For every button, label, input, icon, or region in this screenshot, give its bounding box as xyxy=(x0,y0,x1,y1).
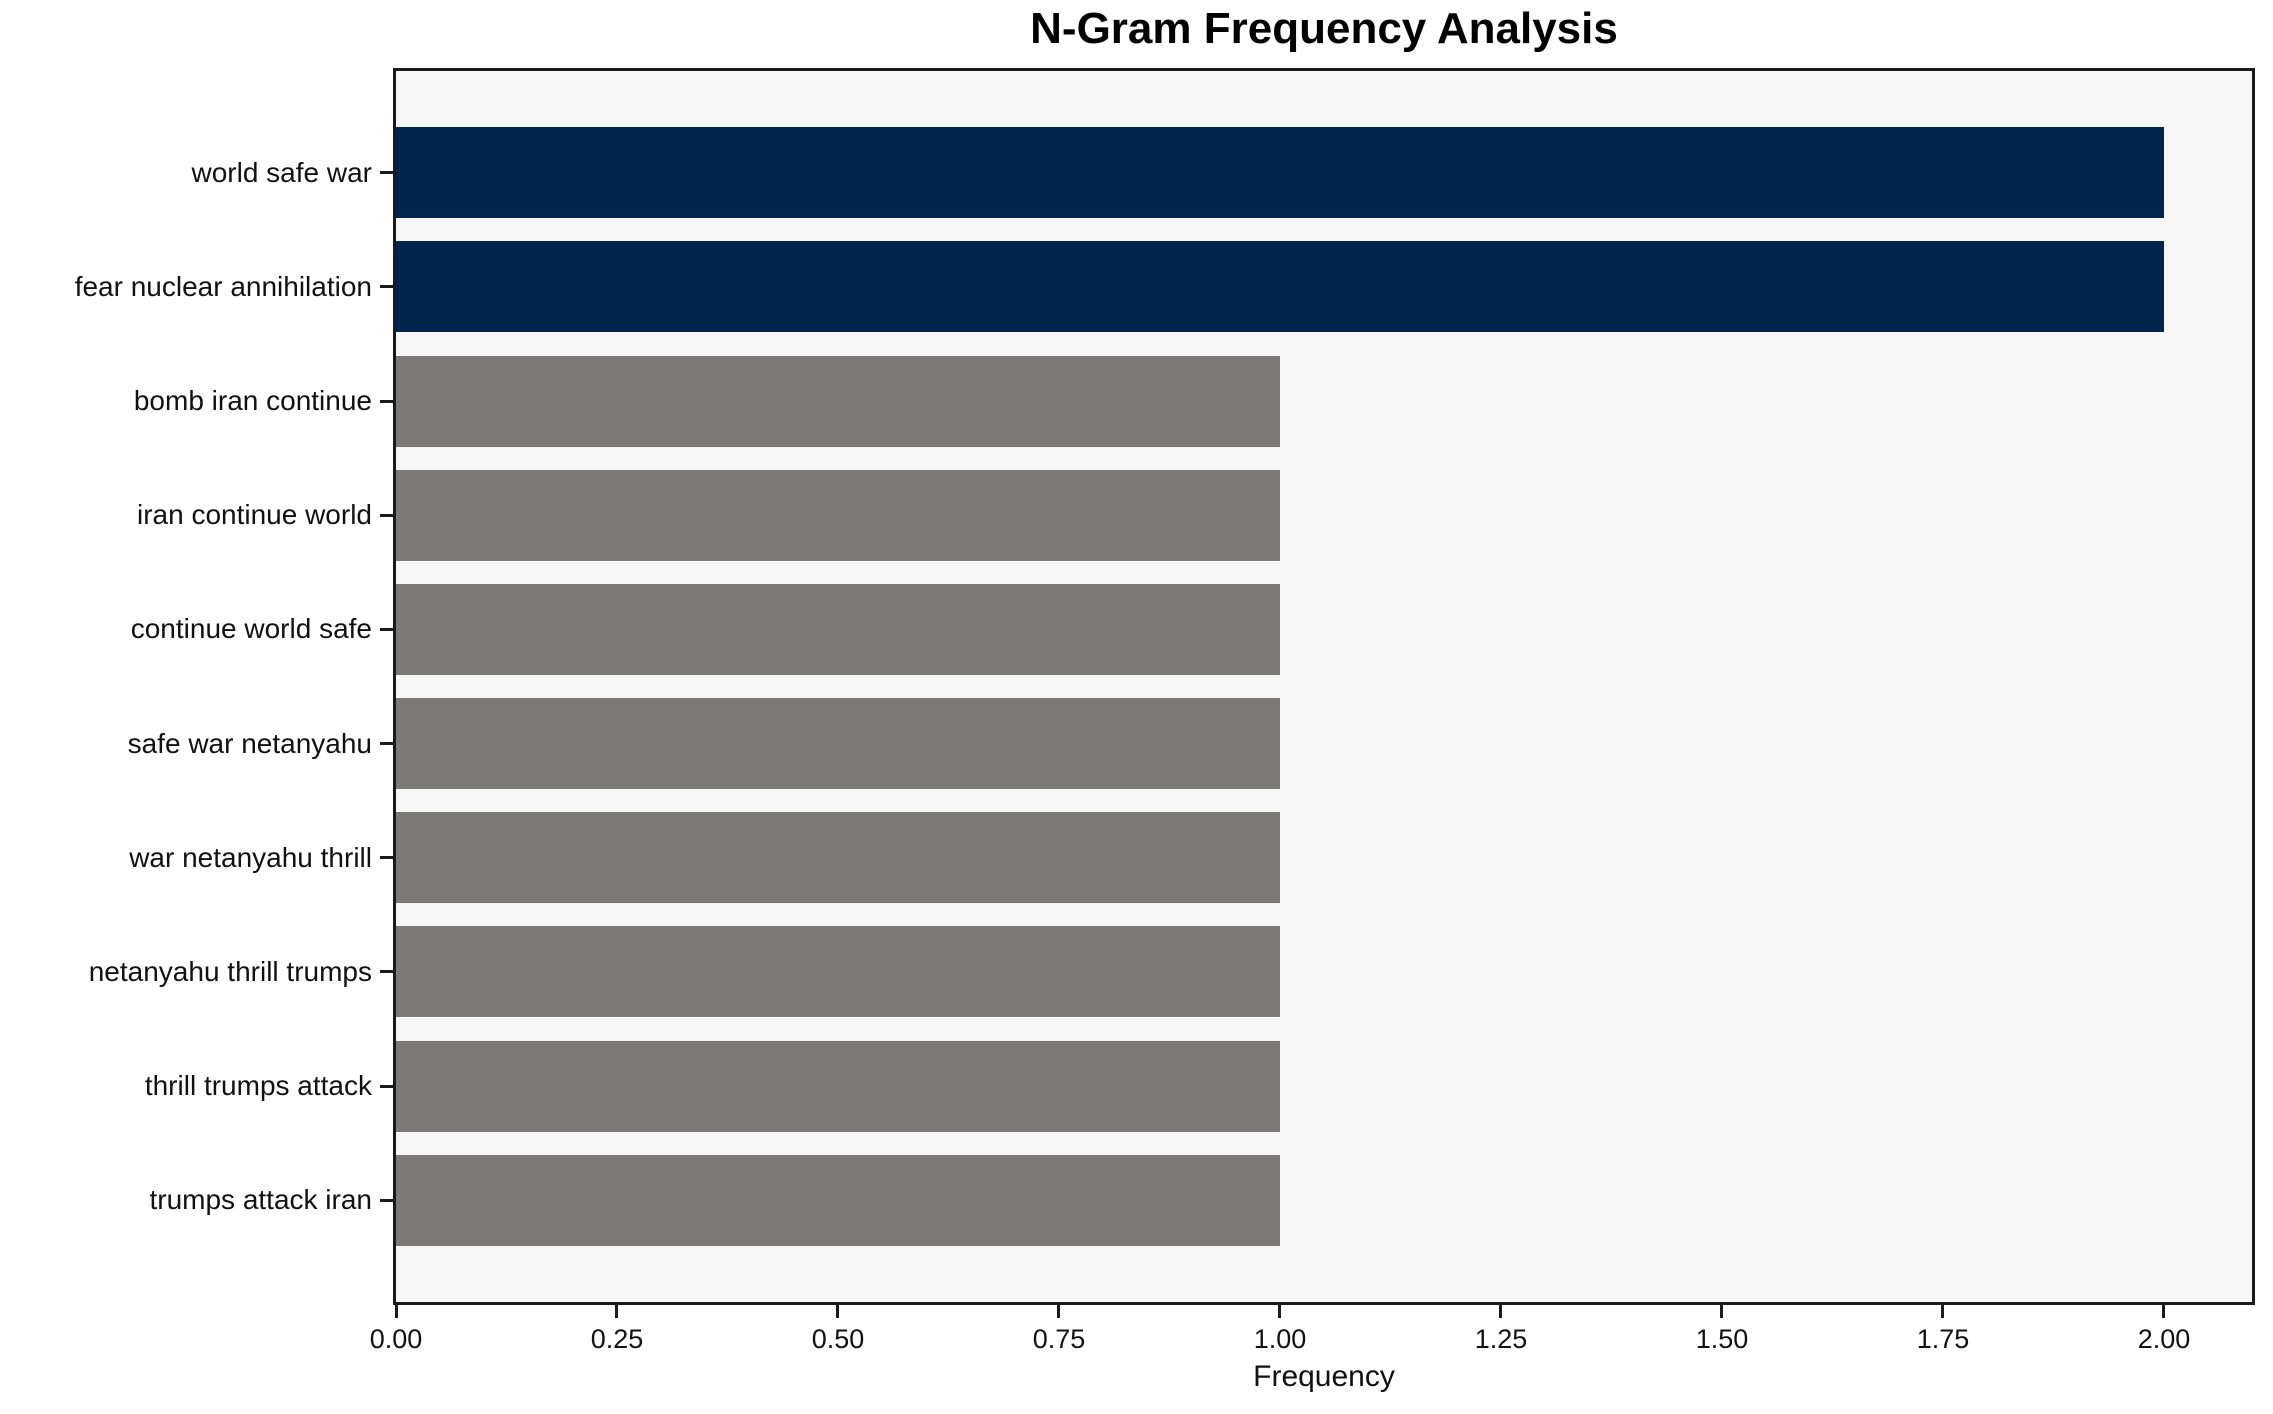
x-axis-label: Frequency xyxy=(1253,1360,1395,1393)
x-tick-mark xyxy=(1278,1305,1281,1318)
x-tick-label: 1.75 xyxy=(1916,1324,1970,1354)
bar xyxy=(396,584,1280,675)
y-tick-label: safe war netanyahu xyxy=(127,728,372,759)
y-tick-mark xyxy=(380,400,393,403)
x-tick-label: 2.00 xyxy=(2137,1324,2191,1354)
x-tick-label: 0.00 xyxy=(369,1324,423,1354)
y-tick-mark xyxy=(380,970,393,973)
bar xyxy=(396,241,2164,332)
bar xyxy=(396,812,1280,903)
x-tick-label: 1.50 xyxy=(1695,1324,1749,1354)
y-tick-mark xyxy=(380,742,393,745)
bar xyxy=(396,926,1280,1017)
y-tick-label: trumps attack iran xyxy=(149,1184,372,1215)
x-tick-mark xyxy=(615,1305,618,1318)
y-tick-label: thrill trumps attack xyxy=(144,1070,372,1101)
x-tick-label: 0.50 xyxy=(811,1324,865,1354)
chart-title: N-Gram Frequency Analysis xyxy=(1030,4,1618,53)
y-tick-label: netanyahu thrill trumps xyxy=(88,956,372,987)
x-tick-label: 0.75 xyxy=(1032,1324,1086,1354)
x-tick-mark xyxy=(1720,1305,1723,1318)
bar xyxy=(396,1041,1280,1132)
x-tick-mark xyxy=(395,1305,398,1318)
y-tick-label: world safe war xyxy=(191,157,372,188)
y-tick-mark xyxy=(380,514,393,517)
x-tick-label: 1.25 xyxy=(1474,1324,1528,1354)
x-tick-mark xyxy=(1057,1305,1060,1318)
bar xyxy=(396,127,2164,218)
x-tick-label: 0.25 xyxy=(590,1324,644,1354)
bar xyxy=(396,698,1280,789)
y-tick-mark xyxy=(380,1199,393,1202)
y-tick-mark xyxy=(380,171,393,174)
bar xyxy=(396,470,1280,561)
x-tick-mark xyxy=(1499,1305,1502,1318)
y-tick-mark xyxy=(380,285,393,288)
x-tick-label: 1.00 xyxy=(1253,1324,1307,1354)
y-tick-label: war netanyahu thrill xyxy=(129,842,372,873)
y-tick-mark xyxy=(380,1085,393,1088)
bar xyxy=(396,1155,1280,1246)
y-tick-label: continue world safe xyxy=(130,613,372,644)
y-tick-mark xyxy=(380,856,393,859)
y-tick-label: fear nuclear annihilation xyxy=(74,271,372,302)
bar xyxy=(396,356,1280,447)
x-tick-mark xyxy=(836,1305,839,1318)
y-tick-label: iran continue world xyxy=(136,499,372,530)
y-tick-label: bomb iran continue xyxy=(133,385,372,416)
x-tick-mark xyxy=(2162,1305,2165,1318)
y-tick-mark xyxy=(380,628,393,631)
x-tick-mark xyxy=(1941,1305,1944,1318)
